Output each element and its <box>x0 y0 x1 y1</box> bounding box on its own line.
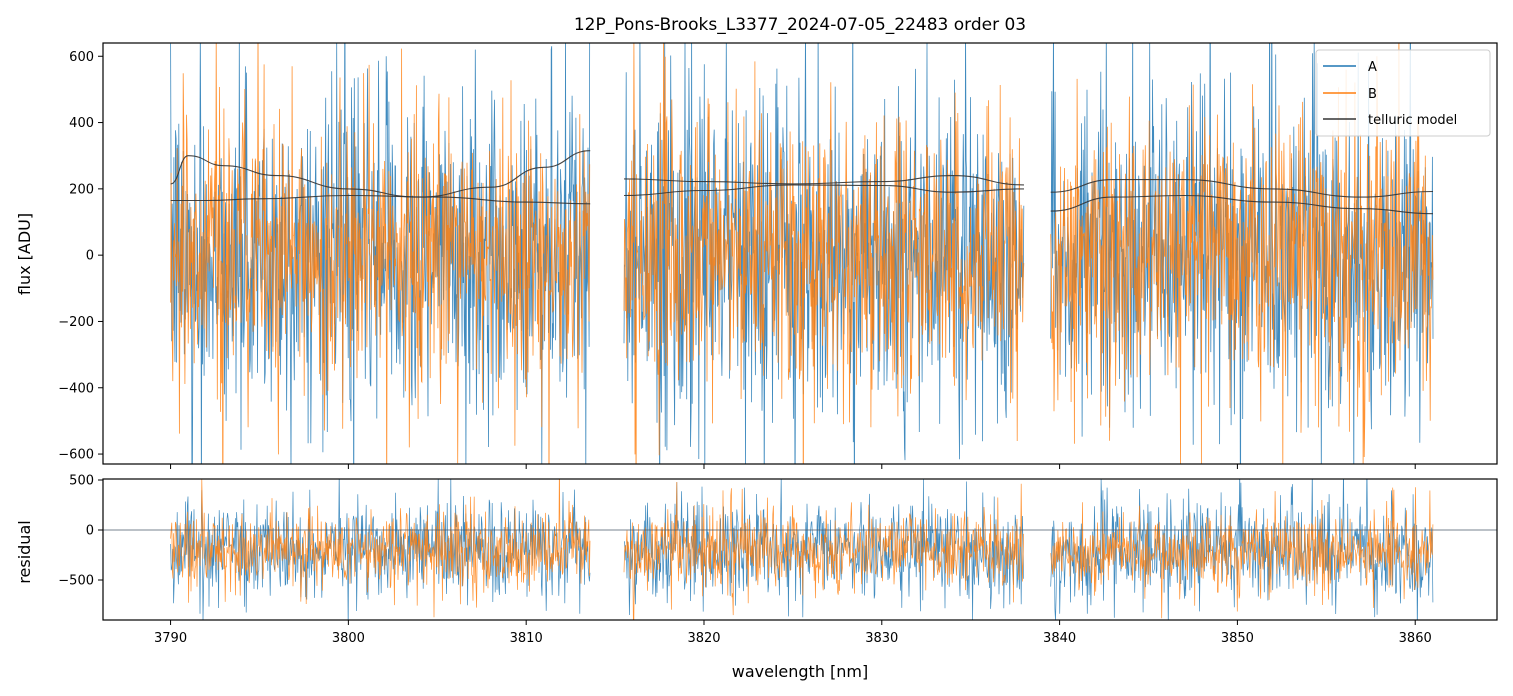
flux-y-tick-label: −400 <box>58 381 94 396</box>
residual-panel: −500 0 500 3790 3800 3810 3820 3830 3840 3850 386… <box>15 474 1498 681</box>
residual-x-ticks: 3790 3800 3810 3820 3830 3840 3850 3860 <box>154 620 1432 646</box>
flux-series-line-b <box>170 43 1434 464</box>
residual-y-axis-label: residual <box>15 520 34 583</box>
x-axis-label: wavelength [nm] <box>732 662 869 681</box>
telluric-model-curve-4 <box>1050 179 1434 198</box>
residual-x-tick-label: 3850 <box>1221 631 1254 646</box>
flux-x-ticks <box>170 464 1416 469</box>
residual-x-tick-label: 3790 <box>154 631 187 646</box>
residual-x-tick-label: 3830 <box>865 631 898 646</box>
flux-y-tick-label: −200 <box>58 315 94 330</box>
flux-y-tick-label: −600 <box>58 448 94 463</box>
residual-series-line-b <box>170 479 1434 620</box>
telluric-model-curve-1 <box>170 150 591 198</box>
residual-y-tick-label: 500 <box>69 474 94 489</box>
legend-label-a: A <box>1368 60 1377 75</box>
residual-x-tick-label: 3840 <box>1043 631 1076 646</box>
flux-y-tick-label: 200 <box>69 182 94 197</box>
legend-frame <box>1315 49 1491 137</box>
legend: A B telluric model <box>1315 49 1491 137</box>
residual-y-tick-label: −500 <box>58 574 94 589</box>
flux-series-group <box>170 43 1434 464</box>
telluric-model-curve-5 <box>1050 194 1434 215</box>
telluric-model-curve-3 <box>623 184 1025 197</box>
residual-x-tick-label: 3820 <box>687 631 720 646</box>
flux-y-tick-label: 400 <box>69 116 94 131</box>
flux-y-tick-label: 600 <box>69 50 94 65</box>
residual-x-tick-label: 3810 <box>510 631 543 646</box>
residual-x-tick-label: 3860 <box>1399 631 1432 646</box>
flux-y-tick-label: 0 <box>86 249 94 264</box>
residual-x-tick-label: 3800 <box>332 631 365 646</box>
residual-y-tick-label: 0 <box>86 524 94 539</box>
flux-y-axis-label: flux [ADU] <box>15 213 34 295</box>
residual-y-ticks: −500 0 500 <box>58 474 103 589</box>
flux-y-ticks: −600 −400 −200 0 200 400 600 <box>58 50 103 463</box>
legend-label-telluric: telluric model <box>1368 113 1457 128</box>
residual-series-group <box>103 479 1497 620</box>
residual-axes-frame <box>102 478 1498 621</box>
telluric-model-curve-2 <box>623 175 1025 186</box>
legend-label-b: B <box>1368 87 1377 102</box>
chart-title: 12P_Pons-Brooks_L3377_2024-07-05_22483 o… <box>574 15 1026 35</box>
flux-panel: −600 −400 −200 0 200 400 600 flux [ADU] A B te… <box>15 42 1498 469</box>
flux-axes-frame <box>102 42 1498 465</box>
telluric-model-curve-0 <box>170 194 591 205</box>
